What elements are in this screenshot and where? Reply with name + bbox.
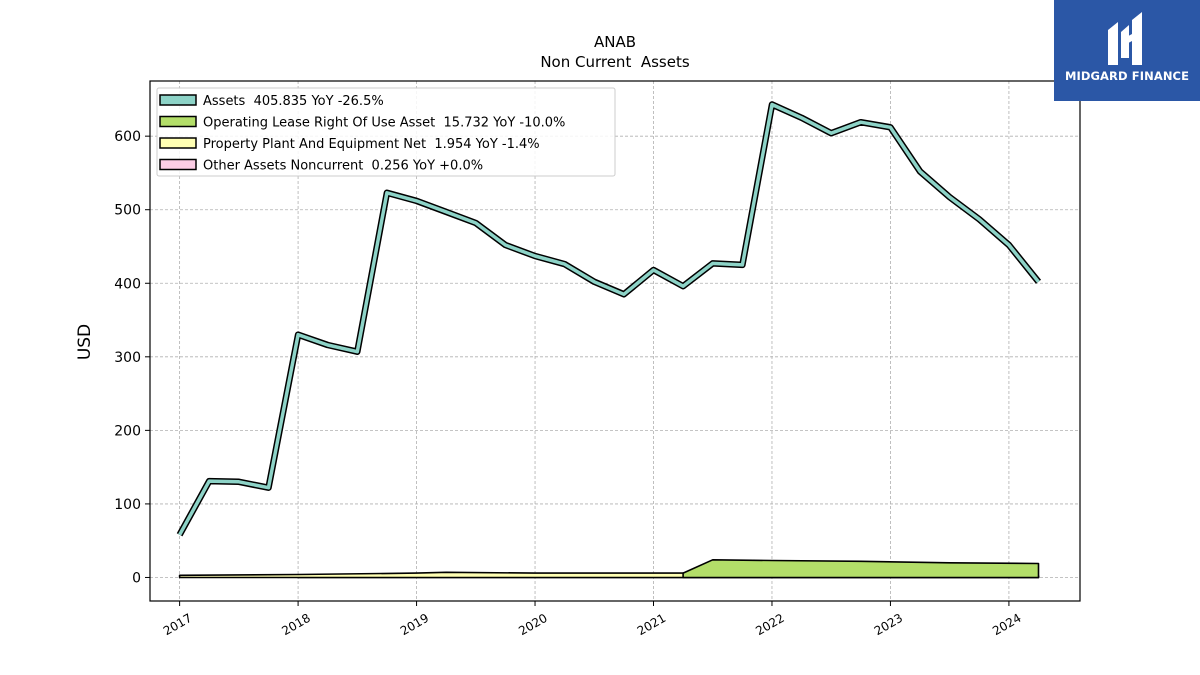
- x-tick-label: 2021: [635, 611, 668, 638]
- y-tick-label: 600: [114, 129, 141, 145]
- x-tick-label: 2017: [161, 611, 194, 638]
- legend-swatch: [159, 137, 197, 149]
- line-assets: [178, 102, 1040, 536]
- x-tick-label: 2020: [516, 611, 549, 638]
- y-tick-label: 100: [114, 497, 141, 513]
- y-tick-label: 300: [114, 350, 141, 366]
- midgard-logo-icon: [1108, 12, 1142, 65]
- legend: Assets 405.835 YoY -26.5% Operating Lease…: [156, 87, 616, 177]
- area-operating-lease-right-of-use-asset: [682, 558, 1040, 579]
- plot-frame: [149, 80, 1081, 602]
- legend-swatch: [159, 158, 197, 171]
- y-tick-label: 0: [132, 570, 141, 586]
- brand-name: MIDGARD FINANCE: [1064, 69, 1190, 83]
- series-layer: [176, 101, 1042, 579]
- legend-swatch: [159, 94, 197, 106]
- x-tick-label: 2018: [279, 611, 312, 638]
- x-tick-label: 2024: [990, 611, 1023, 638]
- x-tick-label: 2019: [398, 611, 431, 638]
- y-axis-label: USD: [75, 324, 95, 360]
- chart-subtitle: Non Current Assets: [540, 53, 690, 71]
- x-tick-label: 2022: [753, 611, 786, 638]
- brand-logo: MIDGARD FINANCE: [1054, 0, 1200, 101]
- legend-box: [156, 87, 616, 177]
- legend-label: Other Assets Noncurrent 0.256 YoY +0.0%: [203, 159, 483, 174]
- legend-label: Assets 405.835 YoY -26.5%: [203, 94, 384, 109]
- legend-label: Operating Lease Right Of Use Asset 15.73…: [203, 116, 565, 131]
- y-tick-label: 400: [114, 276, 141, 292]
- y-tick-label: 200: [114, 423, 141, 439]
- chart-title: ANAB: [594, 33, 636, 51]
- legend-label: Property Plant And Equipment Net 1.954 Y…: [203, 137, 540, 152]
- legend-swatch: [159, 115, 197, 128]
- y-tick-label: 500: [114, 203, 141, 219]
- x-tick-label: 2023: [872, 611, 905, 638]
